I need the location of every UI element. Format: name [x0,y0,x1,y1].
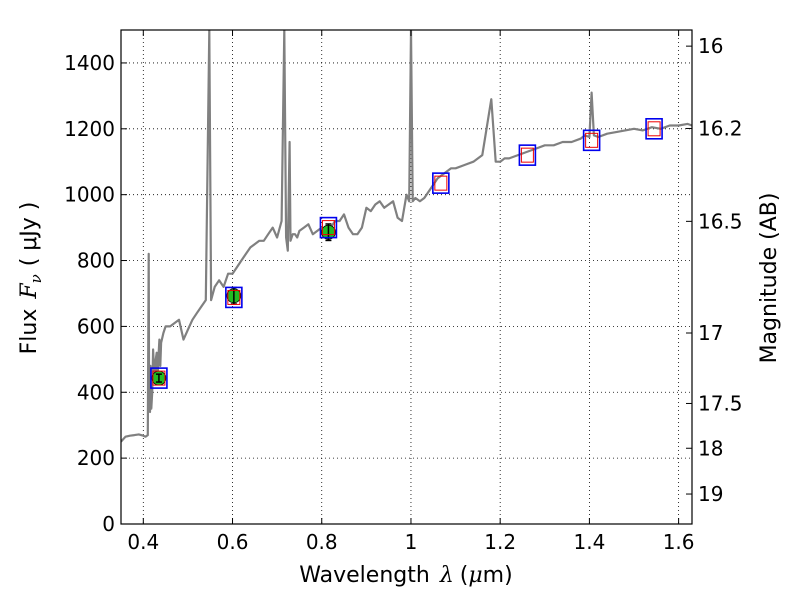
model-inner-box [520,147,534,163]
x-tick-label: 1.4 [573,530,605,554]
model-inner-box [585,132,599,148]
y2-tick-label: 19 [698,482,723,506]
y2-tick-label: 16.5 [698,209,743,233]
y-axis-ticks: 0 200 400 600 800 1000 1200 1400 [64,51,127,536]
y-axis-label-unit: ( μJy ) [17,202,42,267]
y-tick-label: 600 [77,314,115,338]
x-axis-label-unit-mu: μ [468,563,482,588]
model-box [645,118,663,140]
x-tick-label: 1.2 [484,530,516,554]
y-tick-label: 1000 [64,183,115,207]
y-tick-label: 400 [77,380,115,404]
model-inner-box [434,175,448,191]
spectrum-series [121,30,692,443]
spectrum-line [121,30,692,443]
x-axis-label-unit-rest: m) [483,563,513,588]
x-tick-label: 1.6 [663,530,695,554]
x-axis-label: Wavelength λ (μm) [299,563,512,588]
x-tick-label: 0.6 [217,530,249,554]
model-boxes-series [150,118,663,389]
y2-axis-label: Magnitude (AB) [757,193,782,364]
y-tick-label: 0 [102,512,115,536]
model-inner-box [321,220,335,236]
y-axis-label-subscript: ν [27,274,45,283]
x-tick-label: 1 [405,530,418,554]
model-box [582,129,601,152]
y-axis-label-prefix: Flux [17,309,42,355]
y2-tick-label: 17 [698,321,723,345]
model-box [432,172,450,194]
model-box [319,216,338,239]
model-inner-box [647,121,661,137]
y2-tick-label: 16.2 [698,116,743,140]
y-tick-label: 1400 [64,51,115,75]
x-axis-ticks: 0.4 0.6 0.8 1 1.2 1.4 1.6 [127,30,695,554]
y2-tick-label: 18 [698,436,723,460]
model-box [150,367,168,389]
model-inner-box [152,370,166,386]
plot-frame [120,29,693,525]
model-inner-box [227,289,241,305]
y-tick-label: 1200 [64,117,115,141]
model-box [225,286,243,309]
observed-points-series [151,223,336,386]
y-tick-label: 800 [77,249,115,273]
x-axis-label-prefix: Wavelength [299,563,430,588]
y2-tick-label: 17.5 [698,391,743,415]
y-axis-label: Flux Fν ( μJy ) [17,202,45,355]
x-axis-label-unit-open: ( [460,563,469,588]
y2-tick-label: 16 [698,34,723,58]
y-tick-label: 200 [77,446,115,470]
x-tick-label: 0.8 [306,530,338,554]
y-axis-label-symbol: F [17,283,42,300]
x-axis-label-symbol: λ [439,563,454,588]
y2-axis-ticks: 16 16.2 16.5 17 17.5 18 19 [686,34,743,506]
model-box [518,144,537,166]
x-tick-label: 0.4 [127,530,159,554]
